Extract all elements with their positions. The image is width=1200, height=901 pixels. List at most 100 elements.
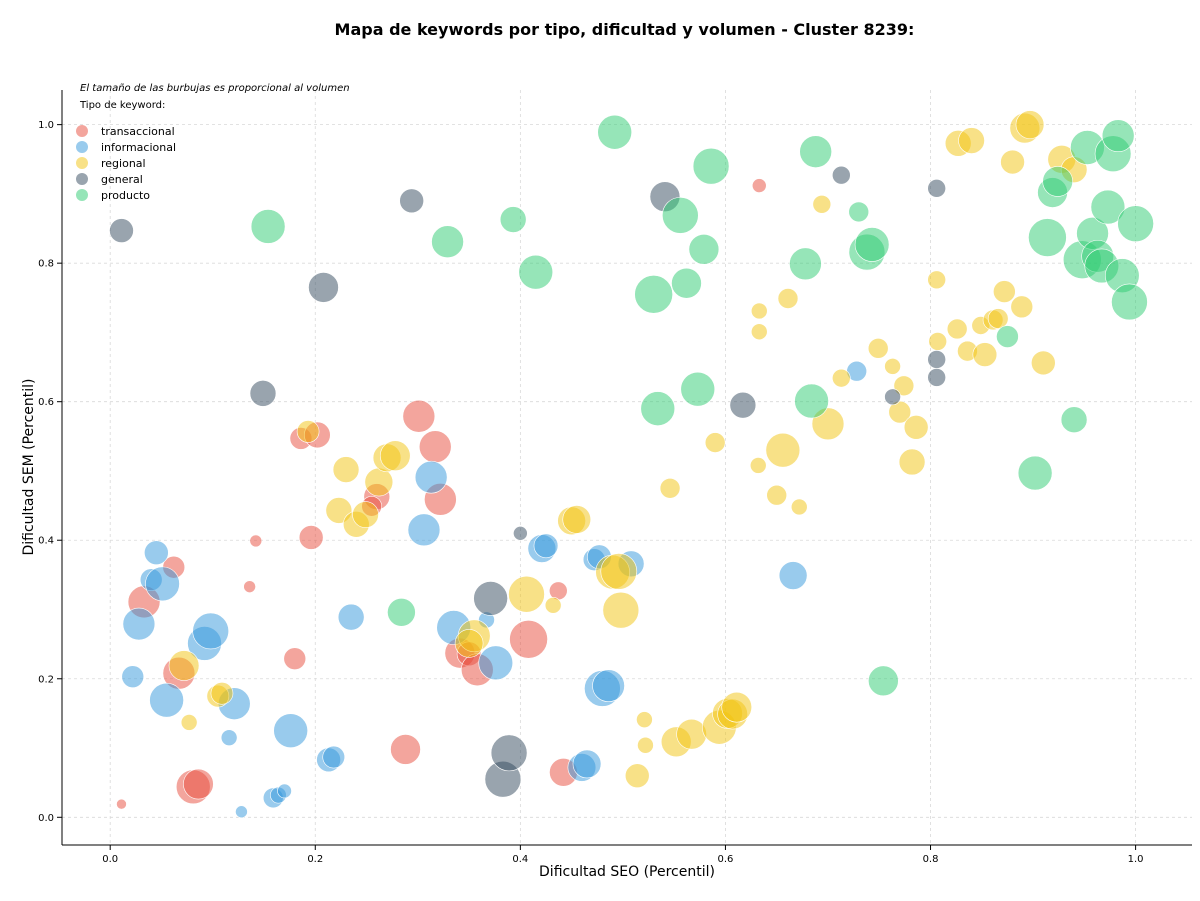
- y-tick-label: 0.4: [38, 536, 54, 547]
- bubble-regional: [749, 457, 767, 474]
- bubble-informacional: [533, 533, 559, 559]
- bubble-regional: [946, 318, 968, 340]
- bubble-regional: [562, 505, 592, 534]
- bubble-informacional: [414, 460, 448, 494]
- bubble-informacional: [235, 805, 248, 819]
- bubble-regional: [958, 127, 985, 154]
- bubble-regional: [790, 498, 808, 516]
- size-note: El tamaño de las burbujas es proporciona…: [80, 83, 350, 94]
- bubble-regional: [903, 415, 929, 440]
- bubble-producto: [680, 371, 716, 407]
- bubble-regional: [766, 484, 788, 506]
- bubble-regional: [1000, 149, 1025, 175]
- bubble-producto: [250, 209, 286, 244]
- y-tick-label: 0.8: [38, 259, 54, 270]
- bubble-informacional: [778, 561, 808, 590]
- bubble-regional: [832, 368, 851, 388]
- bubble-general: [832, 165, 851, 185]
- bubble-regional: [296, 420, 320, 443]
- bubble-general: [927, 350, 946, 369]
- bubble-regional: [928, 332, 947, 351]
- bubble-transaccional: [509, 619, 548, 659]
- bubble-regional: [602, 591, 640, 629]
- bubble-transaccional: [418, 430, 452, 464]
- bubble-regional: [750, 323, 768, 341]
- bubble-regional: [927, 270, 946, 290]
- bubble-producto: [1090, 189, 1126, 225]
- y-tick-label: 0.6: [38, 397, 54, 408]
- bubble-regional: [704, 432, 726, 453]
- legend-marker-transaccional: [76, 125, 88, 137]
- x-tick-label: 0.2: [307, 854, 323, 865]
- bubble-producto: [518, 254, 554, 290]
- bubble-regional: [987, 308, 1009, 329]
- bubble-transaccional: [402, 399, 436, 433]
- bubble-general: [927, 368, 946, 387]
- bubble-producto: [789, 247, 822, 281]
- bubble-producto: [634, 275, 673, 314]
- bubble-regional: [777, 288, 799, 309]
- legend-marker-producto: [76, 189, 88, 201]
- bubble-regional: [898, 448, 926, 476]
- bubble-producto: [868, 665, 899, 697]
- bubble-producto: [431, 225, 464, 258]
- bubble-producto: [996, 325, 1019, 348]
- bubble-transaccional: [390, 734, 421, 765]
- bubble-regional: [508, 575, 545, 613]
- axes: [61, 90, 1192, 846]
- bubble-general: [399, 188, 424, 214]
- bubble-informacional: [122, 607, 156, 641]
- legend-marker-informacional: [76, 141, 88, 153]
- bubble-regional: [636, 711, 653, 728]
- bubble-general: [884, 388, 901, 406]
- bubble-transaccional: [183, 768, 214, 800]
- bubble-informacional: [592, 669, 625, 702]
- bubble-producto: [688, 234, 720, 265]
- bubble-regional: [454, 629, 484, 658]
- bubble-informacional: [572, 749, 602, 779]
- legend-marker-regional: [76, 157, 88, 169]
- bubble-transaccional: [751, 178, 767, 193]
- y-tick-label: 0.0: [38, 813, 54, 824]
- x-axis-label: Dificultad SEO (Percentil): [539, 864, 715, 880]
- x-tick-label: 0.4: [512, 854, 528, 865]
- bubble-regional: [1010, 295, 1034, 319]
- bubble-informacional: [145, 566, 180, 602]
- bubble-regional: [624, 763, 650, 789]
- x-ticks: 0.0 0.2 0.4 0.6 0.8 1.0: [102, 845, 1144, 865]
- bubble-informacional: [149, 682, 184, 718]
- bubble-regional: [210, 682, 234, 705]
- bubble-regional: [750, 302, 768, 320]
- bubble-regional: [972, 342, 998, 367]
- bubble-regional: [884, 358, 901, 375]
- bubble-producto: [692, 147, 730, 185]
- y-axis-label: Dificultad SEM (Percentil): [21, 379, 37, 556]
- bubble-regional: [721, 691, 753, 723]
- bubble-producto: [799, 135, 832, 168]
- legend: transaccional informacional regional genera…: [76, 125, 176, 202]
- bubble-transaccional: [298, 525, 324, 550]
- bubble-producto: [1017, 455, 1053, 491]
- legend-title: Tipo de keyword:: [79, 100, 165, 111]
- x-tick-label: 1.0: [1128, 854, 1144, 865]
- bubble-regional: [812, 194, 832, 214]
- bubble-regional: [676, 718, 707, 750]
- bubble-producto: [1028, 218, 1067, 257]
- bubble-regional: [637, 736, 654, 754]
- bubble-regional: [180, 714, 198, 731]
- bubble-regional: [659, 477, 681, 499]
- bubble-informacional: [121, 665, 145, 688]
- bubble-general: [249, 380, 277, 407]
- bubble-producto: [499, 206, 527, 233]
- chart-title: Mapa de keywords por tipo, dificultad y …: [334, 20, 915, 39]
- legend-label-informacional: informacional: [101, 141, 176, 154]
- bubble-regional: [352, 501, 379, 528]
- bubble-informacional: [273, 713, 308, 749]
- bubble-informacional: [192, 612, 229, 650]
- bubble-general: [729, 391, 757, 419]
- bubble-regional: [993, 280, 1016, 303]
- legend-marker-general: [76, 173, 88, 185]
- legend-label-transaccional: transaccional: [101, 125, 175, 138]
- bubble-regional: [379, 440, 411, 472]
